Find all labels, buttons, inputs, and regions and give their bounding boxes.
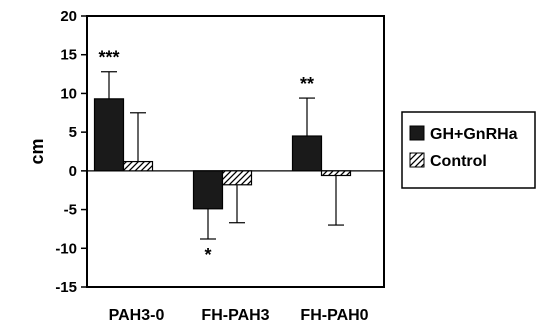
legend-swatch-control bbox=[409, 152, 425, 168]
legend-swatch-treatment bbox=[409, 125, 425, 141]
legend-box bbox=[401, 111, 536, 189]
significance-annotation: ** bbox=[300, 74, 314, 94]
bar-control bbox=[320, 170, 352, 177]
y-tick-label: -5 bbox=[64, 202, 77, 219]
legend-label: GH+GnRHa bbox=[430, 126, 518, 143]
legend: GH+GnRHa Control bbox=[401, 111, 536, 189]
bar-treatment bbox=[93, 98, 125, 172]
y-tick-label: 10 bbox=[60, 85, 77, 102]
y-tick-label: -15 bbox=[55, 279, 77, 296]
y-tick-label: 0 bbox=[69, 163, 77, 180]
legend-label: Control bbox=[430, 153, 487, 170]
y-tick-label: 20 bbox=[60, 8, 77, 25]
bar-treatment bbox=[192, 170, 224, 210]
x-tick-label: PAH3-0 bbox=[109, 307, 165, 324]
y-tick-label: -10 bbox=[55, 240, 77, 257]
y-axis-label: cm bbox=[27, 138, 47, 164]
y-tick-label: 15 bbox=[60, 47, 77, 64]
x-tick-label: FH-PAH0 bbox=[300, 307, 368, 324]
bar-control bbox=[221, 170, 253, 186]
y-tick-label: 5 bbox=[69, 124, 77, 141]
x-tick-label: FH-PAH3 bbox=[201, 307, 269, 324]
bar-control bbox=[122, 160, 154, 172]
significance-annotation: * bbox=[204, 245, 211, 265]
bar-treatment bbox=[291, 135, 323, 172]
plot-frame bbox=[86, 15, 385, 288]
significance-annotation: *** bbox=[98, 48, 119, 68]
